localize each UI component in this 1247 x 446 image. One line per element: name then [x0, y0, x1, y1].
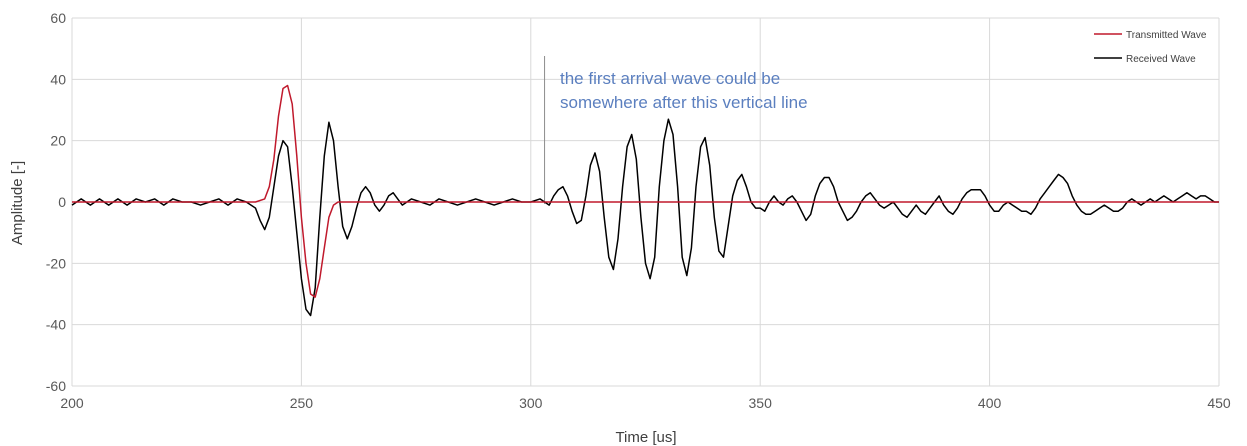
- x-tick-label: 200: [60, 395, 84, 411]
- series-line-received: [71, 118, 1219, 317]
- series-layer: [71, 84, 1219, 317]
- legend-label-received: Received Wave: [1126, 54, 1196, 65]
- y-tick-label: 20: [50, 133, 66, 149]
- y-tick-label: 0: [58, 194, 66, 210]
- y-axis-title: Amplitude [-]: [9, 161, 26, 245]
- annotation-line-2: somewhere after this vertical line: [560, 93, 808, 112]
- legend: Transmitted Wave Received Wave: [1094, 30, 1207, 65]
- series-line-transmitted: [72, 84, 1219, 298]
- x-tick-label: 350: [749, 395, 773, 411]
- tick-labels: -60 -40 -20 0 20 40 60 200 250 300 350 400 450: [46, 10, 1231, 411]
- x-tick-label: 250: [290, 395, 314, 411]
- x-tick-label: 450: [1207, 395, 1231, 411]
- y-tick-label: -20: [46, 255, 66, 271]
- x-axis-title: Time [us]: [615, 429, 676, 446]
- y-tick-label: 60: [50, 10, 66, 26]
- y-tick-label: -60: [46, 378, 66, 394]
- annotation-line-1: the first arrival wave could be: [560, 69, 780, 88]
- y-tick-label: 40: [50, 71, 66, 87]
- legend-label-transmitted: Transmitted Wave: [1126, 30, 1207, 41]
- x-tick-label: 300: [519, 395, 543, 411]
- y-tick-label: -40: [46, 317, 66, 333]
- x-tick-label: 400: [978, 395, 1002, 411]
